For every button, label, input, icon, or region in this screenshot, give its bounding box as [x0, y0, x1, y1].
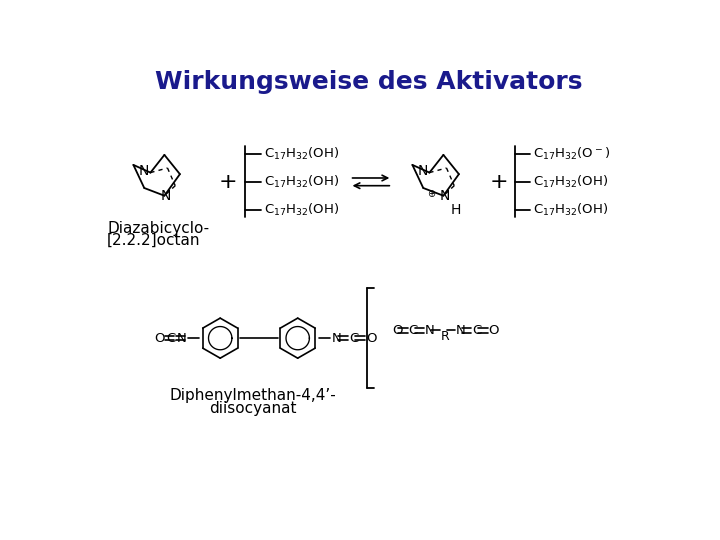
Text: N: N: [332, 332, 341, 345]
Text: diisocyanat: diisocyanat: [209, 401, 297, 416]
Text: Diazabicyclo-: Diazabicyclo-: [107, 220, 210, 235]
Text: H: H: [451, 202, 461, 217]
Text: Diphenylmethan-4,4’-: Diphenylmethan-4,4’-: [169, 388, 336, 403]
Text: N: N: [456, 324, 466, 337]
Text: ⊕: ⊕: [428, 189, 436, 199]
Text: N: N: [161, 188, 171, 202]
Text: +: +: [219, 172, 238, 192]
Text: C$_{17}$H$_{32}$(O$^-$): C$_{17}$H$_{32}$(O$^-$): [534, 146, 611, 162]
Text: N: N: [425, 324, 435, 337]
Text: C$_{17}$H$_{32}$(OH): C$_{17}$H$_{32}$(OH): [264, 146, 339, 162]
Text: N: N: [418, 164, 428, 178]
Text: C: C: [408, 324, 418, 337]
Text: O: O: [366, 332, 377, 345]
Text: Wirkungsweise des Aktivators: Wirkungsweise des Aktivators: [156, 70, 582, 94]
Text: [2.2.2]octan: [2.2.2]octan: [107, 233, 201, 248]
Text: O: O: [154, 332, 164, 345]
Text: C: C: [349, 332, 358, 345]
Text: +: +: [490, 172, 508, 192]
Text: C$_{17}$H$_{32}$(OH): C$_{17}$H$_{32}$(OH): [264, 201, 339, 218]
Text: N: N: [440, 188, 450, 202]
Text: R: R: [441, 330, 449, 343]
Text: O: O: [488, 324, 499, 337]
Text: N: N: [139, 164, 150, 178]
Text: N: N: [176, 332, 186, 345]
Text: C: C: [166, 332, 175, 345]
Text: C$_{17}$H$_{32}$(OH): C$_{17}$H$_{32}$(OH): [534, 174, 608, 190]
Text: O: O: [392, 324, 402, 337]
Text: C$_{17}$H$_{32}$(OH): C$_{17}$H$_{32}$(OH): [534, 201, 608, 218]
Text: C: C: [472, 324, 482, 337]
Text: C$_{17}$H$_{32}$(OH): C$_{17}$H$_{32}$(OH): [264, 174, 339, 190]
